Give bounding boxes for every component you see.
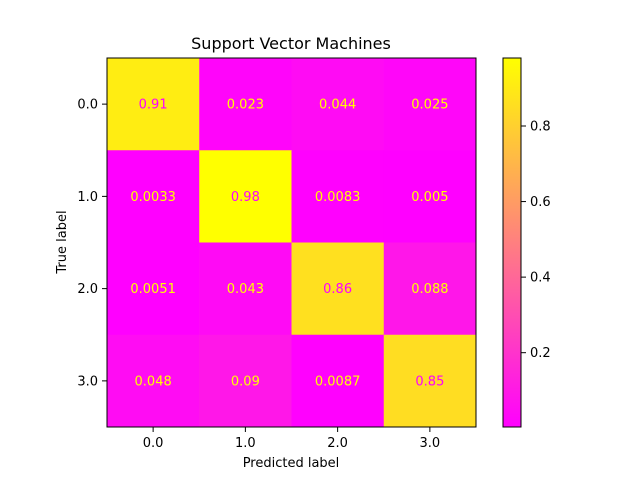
chart-title: Support Vector Machines [191, 34, 391, 53]
cell-value-label: 0.0051 [130, 282, 176, 297]
plot-frame [106, 57, 477, 428]
cell-value-label: 0.86 [323, 282, 352, 297]
colorbar-ticks: 0.2 0.4 0.6 0.8 [521, 120, 551, 361]
colorbar-tick-label: 0.4 [530, 271, 551, 286]
cell-value-label: 0.088 [411, 282, 448, 297]
heatmap-cell [107, 150, 200, 243]
cell-value-label: 0.91 [139, 98, 168, 113]
heatmap-cell [291, 150, 385, 243]
cell-value-label: 0.0033 [130, 190, 176, 205]
heatmap-cell [199, 58, 292, 151]
heatmap-cell [107, 334, 200, 428]
heatmap-cell [383, 58, 477, 151]
x-axis-ticks: 0.0 1.0 2.0 3.0 [143, 427, 440, 451]
colorbar-tick-label: 0.8 [530, 120, 551, 135]
heatmap-cell [107, 242, 200, 336]
colorbar-tick-label: 0.2 [530, 346, 551, 361]
cell-value-label: 0.043 [227, 282, 264, 297]
x-tick-label: 3.0 [420, 436, 441, 451]
y-axis-label: True label [55, 210, 70, 274]
y-tick-label: 0.0 [77, 98, 98, 113]
cell-value-label: 0.023 [227, 98, 264, 113]
heatmap-cell [291, 242, 385, 336]
x-axis-label: Predicted label [243, 456, 340, 471]
y-tick-label: 2.0 [77, 282, 98, 297]
heatmap-cell [383, 334, 477, 428]
heatmap-cell [383, 242, 477, 336]
cell-value-label: 0.85 [415, 374, 444, 389]
cell-value-label: 0.044 [319, 98, 356, 113]
heatmap-cell [107, 58, 200, 151]
y-tick-label: 3.0 [77, 374, 98, 389]
cell-value-label: 0.09 [231, 374, 260, 389]
heatmap-cell [291, 58, 385, 151]
heatmap-cells: 0.91 0.023 0.044 0.025 0.0033 0.98 0.0083 0.005… [107, 58, 477, 428]
heatmap-cell [199, 150, 292, 243]
colorbar-tick-label: 0.6 [530, 195, 551, 210]
heatmap-cell [199, 242, 292, 336]
y-axis-ticks: 0.0 1.0 2.0 3.0 [77, 98, 107, 389]
x-tick-label: 2.0 [327, 436, 348, 451]
x-tick-label: 1.0 [235, 436, 256, 451]
heatmap-cell [199, 334, 292, 428]
cell-value-label: 0.025 [411, 98, 448, 113]
colorbar [502, 57, 522, 428]
cell-value-label: 0.048 [135, 374, 172, 389]
cell-value-label: 0.005 [411, 190, 448, 205]
cell-value-label: 0.0087 [315, 374, 361, 389]
y-tick-label: 1.0 [77, 190, 98, 205]
cell-value-label: 0.98 [231, 190, 260, 205]
cell-value-label: 0.0083 [315, 190, 361, 205]
x-tick-label: 0.0 [143, 436, 164, 451]
heatmap-cell [291, 334, 385, 428]
heatmap-cell [383, 150, 477, 243]
